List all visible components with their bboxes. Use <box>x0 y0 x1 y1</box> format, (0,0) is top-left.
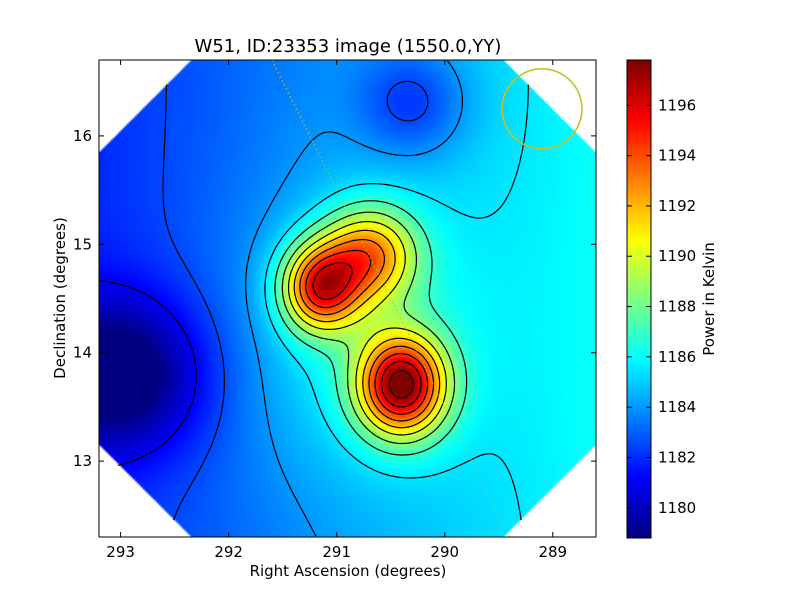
contour-level-7 <box>293 229 441 429</box>
contour-level-4 <box>274 200 468 456</box>
x-axis-label: Right Ascension (degrees) <box>250 562 447 580</box>
colorbar-frame <box>626 59 652 539</box>
annotations <box>271 59 583 538</box>
y-axis-label: Declination (degrees) <box>51 217 69 379</box>
contour-level-8 <box>299 239 435 422</box>
x-tick-label: 293 <box>106 543 135 561</box>
y-tick-label: 15 <box>73 235 92 253</box>
plot-frame <box>98 59 597 538</box>
contour-level-10 <box>312 262 422 408</box>
contour-level-0 <box>99 280 197 466</box>
contour-level-5 <box>281 211 456 445</box>
colorbar-tick-label: 1188 <box>658 298 696 316</box>
colorbar-tick-label: 1196 <box>658 96 696 114</box>
colorbar-tick-label: 1190 <box>658 247 696 265</box>
heatmap-image <box>99 60 596 537</box>
colorbar-label: Power in Kelvin <box>700 242 718 356</box>
colorbar-tick-label: 1182 <box>658 448 696 466</box>
colorbar-tick-label: 1192 <box>658 197 696 215</box>
y-axis-ticks: 13 14 15 16 <box>73 127 596 470</box>
colorbar-tick-label: 1194 <box>658 147 696 165</box>
y-tick-label: 13 <box>73 452 92 470</box>
annotation-circle <box>501 68 583 150</box>
colorbar-ticks: 1180 1182 1184 1186 1188 1190 1192 1194 1196 <box>627 96 696 517</box>
colorbar-tick-label: 1186 <box>658 348 696 366</box>
colorbar: 1180 1182 1184 1186 1188 1190 1192 1194 1196 Pow… <box>626 59 718 539</box>
contour-level-6 <box>287 221 447 436</box>
contour-level-2 <box>245 60 463 537</box>
colorbar-gradient <box>627 60 651 538</box>
plot-area <box>98 59 597 538</box>
x-tick-label: 289 <box>538 543 567 561</box>
contour-level-1 <box>162 80 429 521</box>
colorbar-tick-label: 1180 <box>658 499 696 517</box>
y-tick-label: 16 <box>73 127 92 145</box>
contour-level-3 <box>264 84 529 521</box>
x-tick-label: 291 <box>322 543 351 561</box>
annotation-dotted-line <box>271 59 511 538</box>
contour-lines <box>99 60 529 537</box>
x-axis-ticks: 293 292 291 290 289 <box>106 60 567 561</box>
chart-title: W51, ID:23353 image (1550.0,YY) <box>195 36 502 57</box>
x-tick-label: 290 <box>430 543 459 561</box>
contour-level-11 <box>388 370 414 399</box>
y-tick-label: 14 <box>73 344 92 362</box>
contour-level-9 <box>305 249 429 415</box>
x-tick-label: 292 <box>214 543 243 561</box>
colorbar-tick-label: 1184 <box>658 398 696 416</box>
